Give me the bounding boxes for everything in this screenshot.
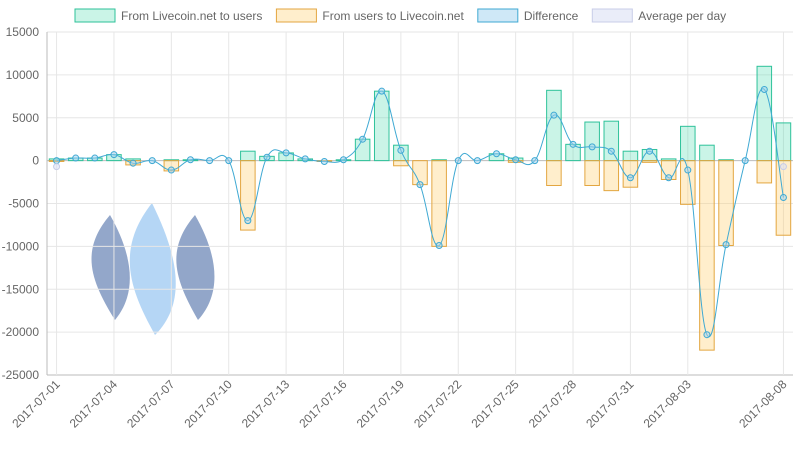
- data-point: [626, 174, 634, 182]
- data-point: [779, 163, 787, 171]
- bar: [680, 125, 696, 162]
- data-point: [550, 111, 558, 119]
- legend-swatch: [74, 8, 116, 23]
- data-point: [531, 157, 539, 165]
- watermark-logo: [91, 203, 215, 335]
- legend-swatch: [591, 8, 633, 23]
- data-point: [186, 156, 194, 164]
- bar: [546, 89, 562, 162]
- data-point: [454, 157, 462, 165]
- data-point: [148, 157, 156, 165]
- bar: [756, 65, 773, 162]
- legend-item: Difference: [477, 8, 579, 23]
- x-tick-label: 2017-07-13: [239, 377, 293, 431]
- data-point: [646, 147, 654, 155]
- data-point: [779, 193, 787, 201]
- bar: [641, 160, 658, 163]
- data-point: [110, 151, 118, 159]
- bar: [240, 160, 256, 231]
- bar: [412, 160, 428, 186]
- x-tick-label: 2017-07-07: [124, 377, 178, 431]
- data-point: [588, 143, 596, 151]
- x-tick-label: 2017-08-08: [736, 377, 790, 431]
- data-point: [206, 157, 214, 165]
- y-tick-label: 5000: [12, 111, 39, 125]
- data-point: [760, 85, 768, 93]
- y-tick-label: -25000: [2, 368, 40, 382]
- bar: [546, 160, 562, 186]
- legend-item: Average per day: [591, 8, 726, 23]
- data-point: [339, 156, 347, 164]
- data-point: [703, 331, 711, 339]
- data-point: [435, 242, 443, 250]
- legend-swatch: [275, 8, 317, 23]
- data-point: [167, 166, 175, 174]
- data-point: [320, 157, 328, 165]
- data-point: [263, 153, 271, 161]
- data-point: [359, 135, 367, 143]
- bar: [718, 160, 734, 247]
- bar: [584, 160, 600, 186]
- data-point: [665, 174, 673, 182]
- data-point: [416, 181, 424, 189]
- bar: [603, 160, 620, 192]
- data-point: [282, 149, 290, 157]
- bar: [584, 121, 600, 162]
- data-point: [301, 155, 309, 163]
- y-tick-label: -10000: [2, 239, 40, 253]
- y-tick-label: -15000: [2, 282, 40, 296]
- data-point: [244, 217, 252, 225]
- data-point: [53, 163, 61, 171]
- bar: [699, 160, 715, 351]
- legend-item: From users to Livecoin.net: [275, 8, 464, 23]
- data-point: [741, 157, 749, 165]
- legend-label: Difference: [524, 9, 579, 23]
- x-tick-label: 2017-07-10: [182, 377, 236, 431]
- bar: [622, 160, 639, 188]
- legend-label: Average per day: [638, 9, 726, 23]
- legend-swatch: [477, 8, 519, 23]
- data-point: [684, 166, 692, 174]
- data-point: [225, 157, 233, 165]
- data-point: [397, 146, 405, 154]
- bar: [603, 120, 620, 162]
- y-tick-label: 15000: [6, 25, 40, 39]
- y-tick-label: -5000: [8, 197, 39, 211]
- x-tick-label: 2017-07-04: [67, 377, 121, 431]
- data-point: [569, 140, 577, 148]
- y-tick-label: 10000: [6, 68, 40, 82]
- bar: [622, 150, 639, 162]
- x-tick-label: 2017-07-25: [468, 377, 522, 431]
- x-tick-label: 2017-07-22: [411, 377, 465, 431]
- x-tick-label: 2017-07-01: [9, 377, 63, 431]
- data-point: [722, 241, 730, 249]
- x-tick-label: 2017-07-31: [583, 377, 637, 431]
- bar: [756, 160, 773, 184]
- data-point: [72, 154, 80, 162]
- data-point: [473, 157, 481, 165]
- legend-label: From users to Livecoin.net: [322, 9, 464, 23]
- data-point: [53, 157, 61, 165]
- bar: [699, 144, 715, 162]
- data-point: [378, 87, 386, 95]
- data-point: [607, 147, 615, 155]
- data-point: [512, 156, 520, 164]
- y-tick-label: 0: [32, 154, 39, 168]
- legend-label: From Livecoin.net to users: [121, 9, 262, 23]
- bar: [373, 90, 390, 162]
- data-point: [129, 159, 137, 167]
- legend-item: From Livecoin.net to users: [74, 8, 262, 23]
- bar: [240, 150, 256, 162]
- y-tick-label: -20000: [2, 325, 40, 339]
- x-tick-label: 2017-07-16: [296, 377, 350, 431]
- x-tick-label: 2017-07-19: [354, 377, 408, 431]
- x-tick-label: 2017-08-03: [641, 377, 695, 431]
- data-point: [91, 154, 99, 162]
- data-point: [493, 150, 501, 158]
- bar: [775, 122, 792, 162]
- x-tick-label: 2017-07-28: [526, 377, 580, 431]
